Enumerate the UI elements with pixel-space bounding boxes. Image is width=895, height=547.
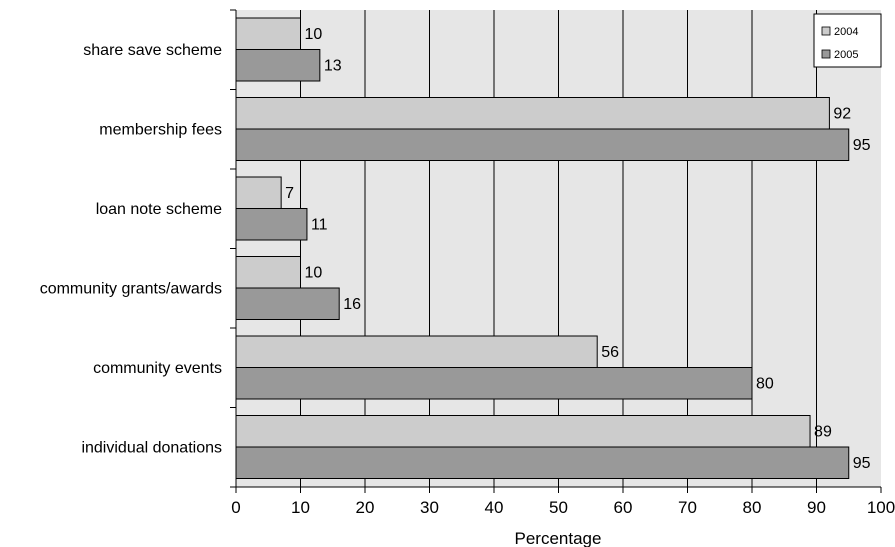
x-tick-label-50: 50 (549, 498, 568, 517)
bar-membership-fees-2005 (235, 128, 850, 161)
bar-community-events-2004 (235, 335, 598, 368)
value-label-community-events-2005: 80 (756, 375, 774, 392)
category-label-individual-donations: individual donations (81, 439, 222, 456)
category-label-loan-note-scheme: loan note scheme (96, 201, 222, 218)
value-label-community-events-2004: 56 (601, 344, 619, 361)
category-labels: share save scheme membership fees loan not… (40, 42, 222, 457)
bar-individual-donations-2004 (235, 415, 811, 448)
value-label-membership-fees-2005: 95 (853, 137, 871, 154)
x-tick-label-20: 20 (356, 498, 375, 517)
x-tick-label-100: 100 (867, 498, 895, 517)
bar-community-events-2005 (235, 367, 753, 400)
value-label-loan-note-scheme-2005: 11 (311, 216, 328, 233)
value-label-community-grants-awards-2005: 16 (343, 296, 361, 313)
bar-share-save-scheme-2005 (235, 49, 321, 82)
bar-loan-note-scheme-2005 (235, 208, 308, 241)
x-tick-label-40: 40 (485, 498, 504, 517)
bar-membership-fees-2004 (235, 97, 830, 130)
value-label-loan-note-scheme-2004: 7 (285, 185, 294, 202)
legend: 2004 2005 (813, 13, 882, 68)
x-tick-label-60: 60 (614, 498, 633, 517)
category-label-community-grants-awards: community grants/awards (40, 280, 222, 297)
x-tick-label-90: 90 (807, 498, 826, 517)
category-label-membership-fees: membership fees (99, 121, 222, 138)
x-axis-ticks: 0 10 20 30 40 50 60 70 80 90 100 (231, 487, 895, 517)
x-tick-label-10: 10 (291, 498, 310, 517)
value-label-membership-fees-2004: 92 (833, 105, 851, 122)
x-axis-title: Percentage (515, 529, 602, 547)
bar-community-grants-awards-2005 (235, 287, 340, 320)
bar-loan-note-scheme-2004 (235, 176, 282, 209)
bar-community-grants-awards-2004 (235, 256, 301, 289)
value-label-individual-donations-2005: 95 (853, 455, 871, 472)
category-label-share-save-scheme: share save scheme (83, 42, 222, 59)
bar-individual-donations-2005 (235, 446, 850, 479)
value-label-share-save-scheme-2004: 10 (305, 26, 323, 43)
value-label-community-grants-awards-2004: 10 (305, 264, 323, 281)
x-tick-label-70: 70 (678, 498, 697, 517)
grid-lines (300, 10, 817, 487)
bars (235, 17, 850, 479)
x-tick-label-80: 80 (743, 498, 762, 517)
legend-label-2005: 2005 (834, 49, 858, 61)
x-tick-label-30: 30 (420, 498, 439, 517)
value-label-individual-donations-2004: 89 (814, 423, 832, 440)
category-label-community-events: community events (93, 360, 222, 377)
value-label-share-save-scheme-2005: 13 (324, 57, 342, 74)
bar-share-save-scheme-2004 (235, 17, 301, 50)
legend-swatch-2005 (821, 49, 831, 59)
legend-swatch-2004 (821, 26, 831, 36)
legend-label-2004: 2004 (834, 26, 858, 38)
x-tick-label-0: 0 (231, 498, 240, 517)
y-axis-ticks (230, 9, 236, 488)
